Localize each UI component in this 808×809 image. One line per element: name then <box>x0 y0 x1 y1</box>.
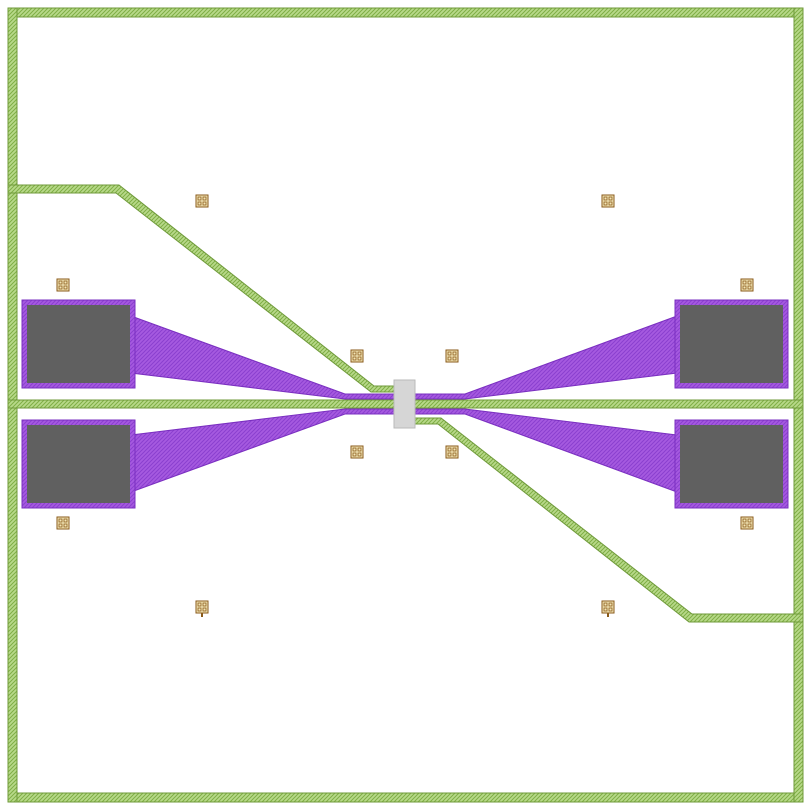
diagonal-trace-bottom <box>413 417 804 623</box>
alignment-marker <box>445 349 459 363</box>
center-bus-left <box>7 399 397 409</box>
alignment-marker <box>740 278 754 292</box>
center-bus-right <box>413 399 804 409</box>
pad-top-left <box>21 299 136 389</box>
alignment-marker <box>350 349 364 363</box>
pads <box>21 299 789 509</box>
frame-top <box>7 7 804 18</box>
alignment-marker <box>56 516 70 530</box>
alignment-marker <box>601 194 615 208</box>
pad-bottom-left <box>21 419 136 509</box>
alignment-marker <box>56 278 70 292</box>
pad-top-right <box>674 299 789 389</box>
pad-bottom-right <box>674 419 789 509</box>
alignment-marker <box>740 516 754 530</box>
alignment-markers <box>56 194 754 617</box>
alignment-marker <box>350 445 364 459</box>
alignment-marker <box>195 600 209 617</box>
center-device <box>393 379 416 429</box>
alignment-marker <box>195 194 209 208</box>
alignment-marker <box>445 445 459 459</box>
alignment-marker <box>601 600 615 617</box>
frame-bottom <box>7 792 804 803</box>
